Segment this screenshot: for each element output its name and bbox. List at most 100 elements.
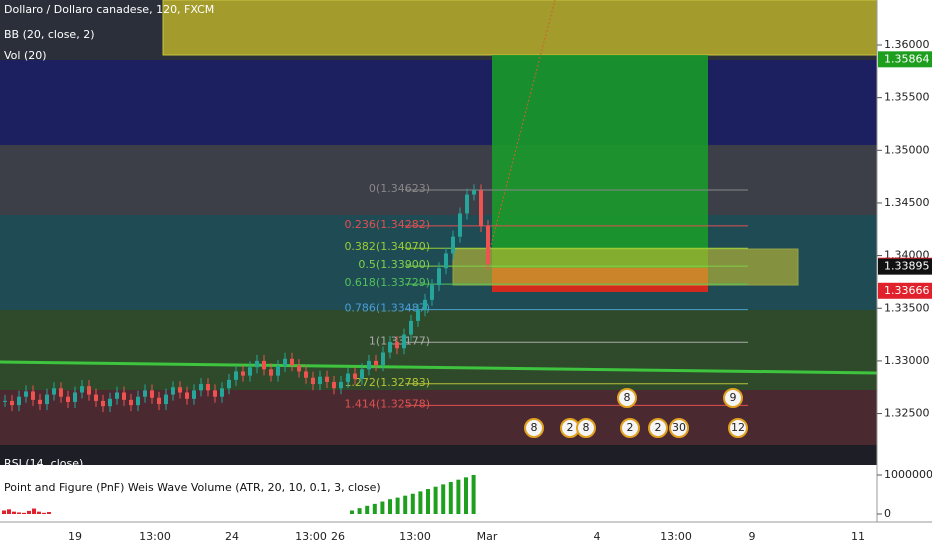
volume-bar — [357, 508, 362, 514]
volume-bar — [17, 512, 21, 514]
event-count: 2 — [567, 421, 574, 434]
candle — [276, 366, 280, 376]
time-label: Mar — [477, 530, 498, 543]
candle — [437, 268, 441, 286]
event-icon — [728, 418, 748, 438]
candle — [185, 392, 189, 399]
candle — [332, 381, 336, 389]
event-icon — [524, 418, 544, 438]
volume-bar — [372, 503, 377, 514]
volume-bar — [2, 510, 6, 514]
candle — [430, 285, 434, 300]
volume-bar — [471, 475, 476, 514]
candle — [346, 373, 350, 382]
price-tick-label: 1.34500 — [884, 196, 930, 209]
fib-label: 0.786(1.33487) — [344, 302, 430, 315]
candle — [479, 190, 483, 227]
candle — [87, 386, 91, 395]
event-count: 8 — [624, 391, 631, 404]
price-badge — [878, 258, 932, 275]
candle — [31, 391, 35, 400]
candle — [164, 394, 168, 405]
zone-box — [162, 0, 878, 56]
candle — [360, 369, 364, 379]
candle — [101, 400, 105, 407]
candle — [269, 369, 273, 376]
volume-bar — [350, 510, 354, 514]
volume-bar — [433, 486, 438, 514]
event-icon — [648, 418, 668, 438]
price-tick-label: 1.33000 — [884, 354, 930, 367]
candle — [171, 387, 175, 395]
trend-line — [0, 360, 878, 375]
candle — [297, 365, 301, 372]
candle — [465, 194, 469, 214]
candle — [45, 394, 49, 405]
candle — [304, 371, 308, 378]
volume-bar — [448, 482, 453, 514]
event-icon — [620, 418, 640, 438]
time-label: 24 — [225, 530, 239, 543]
candle — [241, 371, 245, 376]
price-tick-label: 1.32500 — [884, 407, 930, 420]
candle — [381, 352, 385, 366]
candle — [402, 334, 406, 349]
time-label: 11 — [851, 530, 865, 543]
volume-pane — [0, 465, 877, 522]
profit-zone — [492, 55, 708, 268]
event-count: 8 — [531, 421, 538, 434]
volume-bar — [37, 511, 41, 514]
candle — [416, 310, 420, 321]
event-icon — [576, 418, 596, 438]
event-count: 9 — [730, 391, 737, 404]
volume-bar — [395, 497, 400, 514]
candle — [458, 213, 462, 237]
volume-bar — [32, 508, 36, 514]
candle — [325, 376, 329, 382]
candle — [73, 392, 77, 402]
fib-label: 1(1.33177) — [369, 334, 430, 347]
volume-bar — [42, 512, 46, 514]
event-count: 2 — [627, 421, 634, 434]
candle — [178, 387, 182, 393]
candle — [486, 226, 490, 265]
volume-bar — [47, 512, 51, 514]
price-badge-label: 1.35864 — [884, 52, 930, 65]
event-count: 2 — [655, 421, 662, 434]
volume-bar — [456, 479, 461, 514]
volume-bar — [12, 511, 16, 514]
event-icon — [617, 388, 637, 408]
volume-bar — [388, 499, 392, 514]
candle — [227, 379, 231, 389]
candle — [59, 388, 63, 397]
volume-bar — [365, 505, 370, 514]
price-badge-label: 1.33666 — [884, 284, 930, 297]
candle — [367, 360, 371, 370]
price-badge — [878, 282, 932, 299]
fib-label: 1.272(1.32783) — [344, 376, 430, 389]
candle — [255, 360, 259, 368]
candle — [115, 392, 119, 399]
event-icon — [669, 418, 689, 438]
candle — [423, 299, 427, 311]
candle — [108, 398, 112, 407]
candle — [220, 388, 224, 397]
candle — [122, 392, 126, 400]
time-label: 26 — [331, 530, 345, 543]
volume-bar — [27, 510, 31, 514]
candle — [290, 358, 294, 366]
volume-bar — [22, 512, 26, 514]
candle — [24, 391, 28, 397]
candle — [213, 390, 217, 397]
indicator-label: RSI (14, close) — [4, 457, 83, 470]
indicator-label: Point and Figure (PnF) Weis Wave Volume … — [4, 481, 381, 494]
candle — [206, 384, 210, 391]
event-icon — [723, 388, 743, 408]
candle — [311, 377, 315, 385]
candle — [472, 190, 476, 195]
candle — [353, 373, 357, 379]
price-badge-label: 1.33895 — [884, 260, 930, 273]
event-count: 8 — [583, 421, 590, 434]
candle — [248, 367, 252, 376]
